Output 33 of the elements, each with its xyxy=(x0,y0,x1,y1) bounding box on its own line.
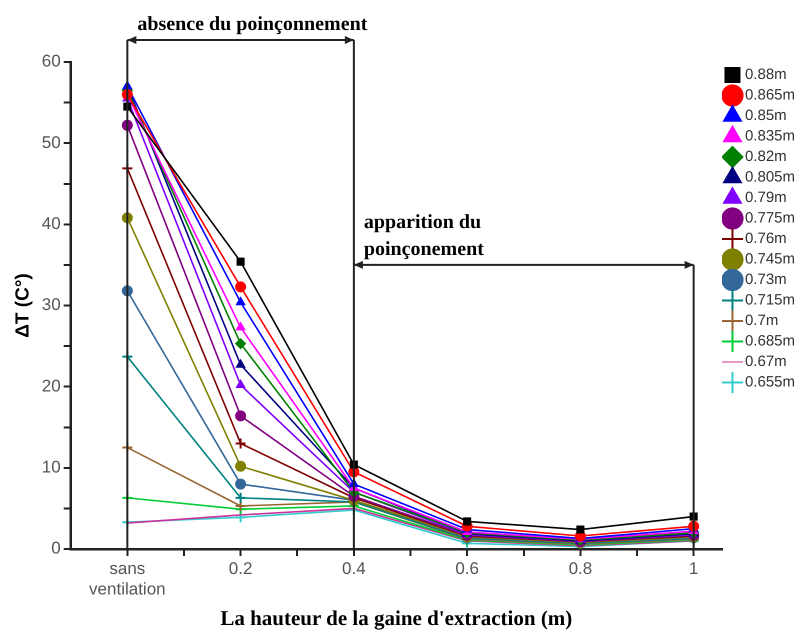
y-axis-title: ΔT (C°) xyxy=(12,273,34,338)
legend-label: 0.865m xyxy=(744,86,796,104)
x-tick-label: 0.2 xyxy=(228,558,252,578)
legend-label: 0.805m xyxy=(744,168,796,186)
legend-label: 0.745m xyxy=(744,250,796,268)
x-axis-title: La hauteur de la gaine d'extraction (m) xyxy=(220,606,572,630)
legend-label: 0.775m xyxy=(744,210,796,227)
x-tick-label: 1 xyxy=(688,558,698,578)
y-tick-label: 60 xyxy=(42,52,61,71)
y-tick-label: 30 xyxy=(42,295,61,314)
legend-label: 0.85m xyxy=(744,107,787,124)
text: absence du poinçonnement xyxy=(137,13,368,35)
y-tick-label: 40 xyxy=(42,214,61,234)
legend-label: 0.88m xyxy=(744,66,787,84)
legend-label: 0.7m xyxy=(744,312,778,330)
y-tick-label: 0 xyxy=(51,538,61,558)
x-tick-label: 0.6 xyxy=(455,558,479,578)
legend-label: 0.685m xyxy=(744,332,796,350)
y-tick-label: 50 xyxy=(42,132,61,152)
legend-label: 0.82m xyxy=(744,148,787,166)
x-tick-label: sans ventilation xyxy=(89,558,166,598)
legend-label: 0.76m xyxy=(744,230,787,248)
legend-label: 0.67m xyxy=(744,353,787,370)
x-tick-label: 0.4 xyxy=(342,558,366,578)
legend-label: 0.655m xyxy=(744,374,796,391)
x-tick-label: 0.8 xyxy=(568,558,592,578)
legend-label: 0.835m xyxy=(744,128,796,145)
y-tick-label: 10 xyxy=(42,458,61,477)
legend-label: 0.79m xyxy=(744,189,787,206)
legend-label: 0.715m xyxy=(744,292,796,309)
legend-label: 0.73m xyxy=(744,271,787,288)
annotation: apparition du poinçonement xyxy=(364,210,484,260)
y-tick-label: 20 xyxy=(42,376,61,396)
